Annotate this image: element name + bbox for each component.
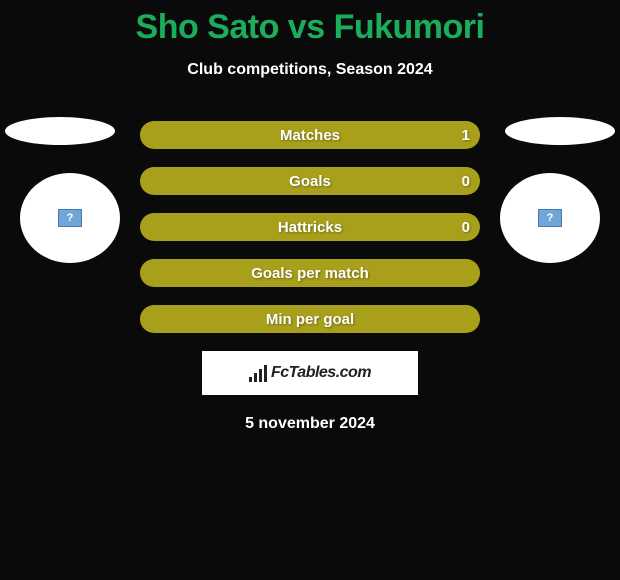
stat-row-matches: Matches 1 — [140, 121, 480, 149]
stat-label: Matches — [280, 127, 340, 144]
stat-label: Hattricks — [278, 219, 342, 236]
team-right-ellipse — [505, 117, 615, 145]
page-subtitle: Club competitions, Season 2024 — [0, 61, 620, 79]
stat-right-value: 0 — [462, 219, 470, 236]
stat-label: Goals per match — [251, 265, 369, 282]
placeholder-flag-icon: ? — [58, 209, 82, 227]
stat-row-goals: Goals 0 — [140, 167, 480, 195]
comparison-container: ? ? Matches 1 Goals 0 Hattricks 0 Goals … — [0, 121, 620, 433]
brand-logo-text: FcTables.com — [271, 364, 371, 382]
stat-label: Min per goal — [266, 311, 354, 328]
team-right-avatar: ? — [500, 173, 600, 263]
stat-label: Goals — [289, 173, 331, 190]
chart-icon — [249, 364, 267, 382]
stats-list: Matches 1 Goals 0 Hattricks 0 Goals per … — [140, 121, 480, 333]
team-left-avatar: ? — [20, 173, 120, 263]
date-label: 5 november 2024 — [0, 415, 620, 433]
stat-row-goals-per-match: Goals per match — [140, 259, 480, 287]
stat-row-hattricks: Hattricks 0 — [140, 213, 480, 241]
placeholder-flag-icon: ? — [538, 209, 562, 227]
page-title: Sho Sato vs Fukumori — [0, 0, 620, 47]
stat-row-min-per-goal: Min per goal — [140, 305, 480, 333]
team-left-ellipse — [5, 117, 115, 145]
stat-right-value: 0 — [462, 173, 470, 190]
brand-logo: FcTables.com — [202, 351, 418, 395]
stat-right-value: 1 — [462, 127, 470, 144]
